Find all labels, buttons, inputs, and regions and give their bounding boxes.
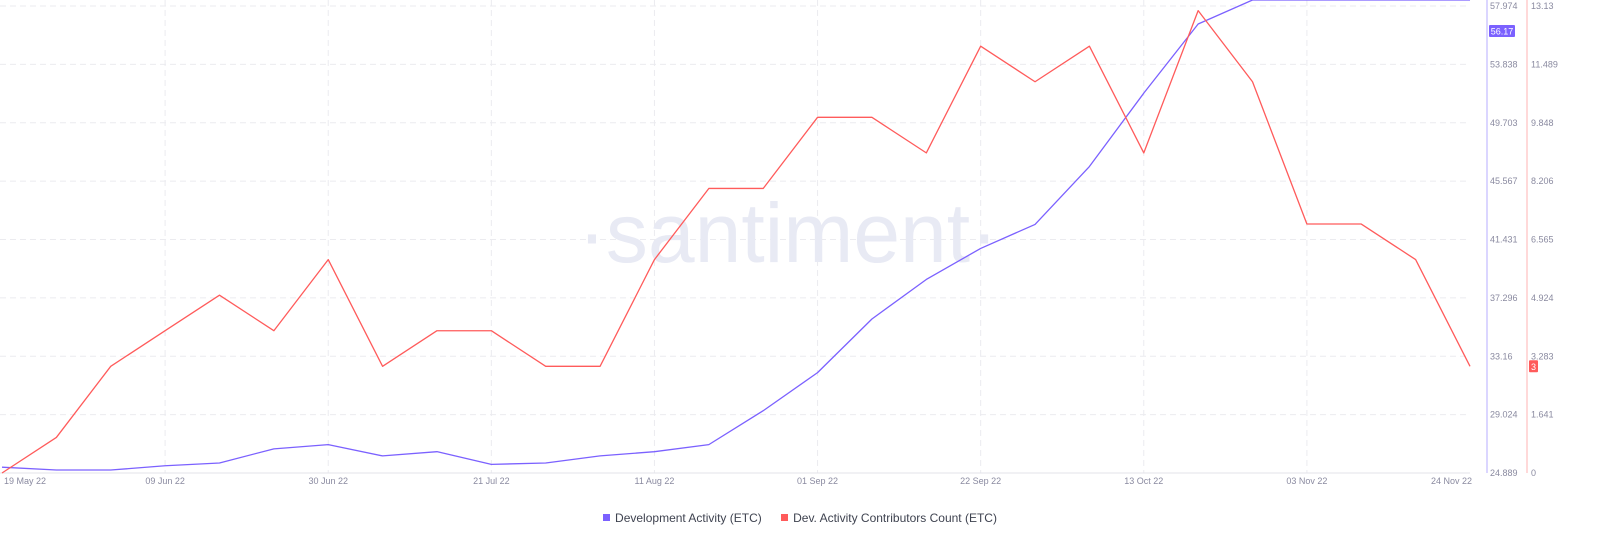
x-tick-label: 19 May 22 bbox=[4, 476, 46, 486]
y-left-tick-label: 53.838 bbox=[1490, 59, 1518, 69]
last-value-label-contributors-count: 3 bbox=[1531, 362, 1536, 372]
last-value-badges: 56.17 3 bbox=[1489, 25, 1538, 373]
y-left-tick-label: 45.567 bbox=[1490, 176, 1518, 186]
x-tick-label: 11 Aug 22 bbox=[635, 476, 675, 486]
last-value-label-development-activity: 56.17 bbox=[1491, 27, 1514, 37]
y-left-tick-label: 49.703 bbox=[1490, 118, 1518, 128]
y-right-tick-label: 9.848 bbox=[1531, 118, 1554, 128]
axes bbox=[0, 0, 1528, 474]
legend-item-development-activity[interactable]: Development Activity (ETC) bbox=[603, 511, 762, 525]
x-tick-label: 09 Jun 22 bbox=[145, 476, 185, 486]
y-right-tick-label: 0 bbox=[1531, 468, 1536, 478]
series-line-0 bbox=[1, 0, 1470, 471]
y-left-tick-label: 57.974 bbox=[1490, 1, 1518, 11]
x-tick-label: 30 Jun 22 bbox=[308, 476, 348, 486]
legend: Development Activity (ETC) Dev. Activity… bbox=[0, 511, 1600, 525]
y-left-tick-label: 37.296 bbox=[1490, 293, 1518, 303]
grid-lines bbox=[0, 0, 1470, 473]
x-tick-label: 22 Sep 22 bbox=[960, 476, 1001, 486]
legend-label-development-activity: Development Activity (ETC) bbox=[615, 511, 762, 525]
x-tick-label: 21 Jul 22 bbox=[473, 476, 510, 486]
last-value-badge-development-activity bbox=[1489, 25, 1515, 37]
y-left-tick-label: 24.889 bbox=[1490, 468, 1518, 478]
x-tick-label: 13 Oct 22 bbox=[1124, 476, 1163, 486]
y-right-tick-label: 11.489 bbox=[1531, 59, 1558, 69]
series-layer bbox=[1, 0, 1471, 474]
x-tick-label: 01 Sep 22 bbox=[797, 476, 838, 486]
y-right-tick-label: 6.565 bbox=[1531, 235, 1554, 245]
legend-swatch-development-activity bbox=[603, 514, 611, 521]
y-right-tick-label: 3.283 bbox=[1531, 351, 1554, 361]
y-left-tick-label: 33.16 bbox=[1490, 351, 1513, 361]
x-tick-label: 03 Nov 22 bbox=[1286, 476, 1327, 486]
y-left-tick-label: 41.431 bbox=[1490, 235, 1518, 245]
x-tick-label: 24 Nov 22 bbox=[1431, 476, 1472, 486]
y-right-tick-label: 1.641 bbox=[1531, 410, 1554, 420]
legend-label-contributors-count: Dev. Activity Contributors Count (ETC) bbox=[793, 511, 997, 525]
legend-item-contributors-count[interactable]: Dev. Activity Contributors Count (ETC) bbox=[781, 511, 997, 525]
y-right-tick-label: 13.13 bbox=[1531, 1, 1554, 11]
y-right-tick-label: 4.924 bbox=[1531, 293, 1554, 303]
last-value-badge-contributors-count bbox=[1529, 360, 1538, 373]
y-right-tick-label: 8.206 bbox=[1531, 176, 1554, 186]
legend-swatch-contributors-count bbox=[781, 514, 789, 521]
tick-labels: 57.974 53.838 49.703 45.567 41.431 37.296 33.1… bbox=[4, 1, 1558, 486]
series-line-1 bbox=[1, 9, 1471, 474]
santiment-watermark: ·santiment· bbox=[578, 186, 998, 280]
y-left-tick-label: 29.024 bbox=[1490, 410, 1518, 420]
